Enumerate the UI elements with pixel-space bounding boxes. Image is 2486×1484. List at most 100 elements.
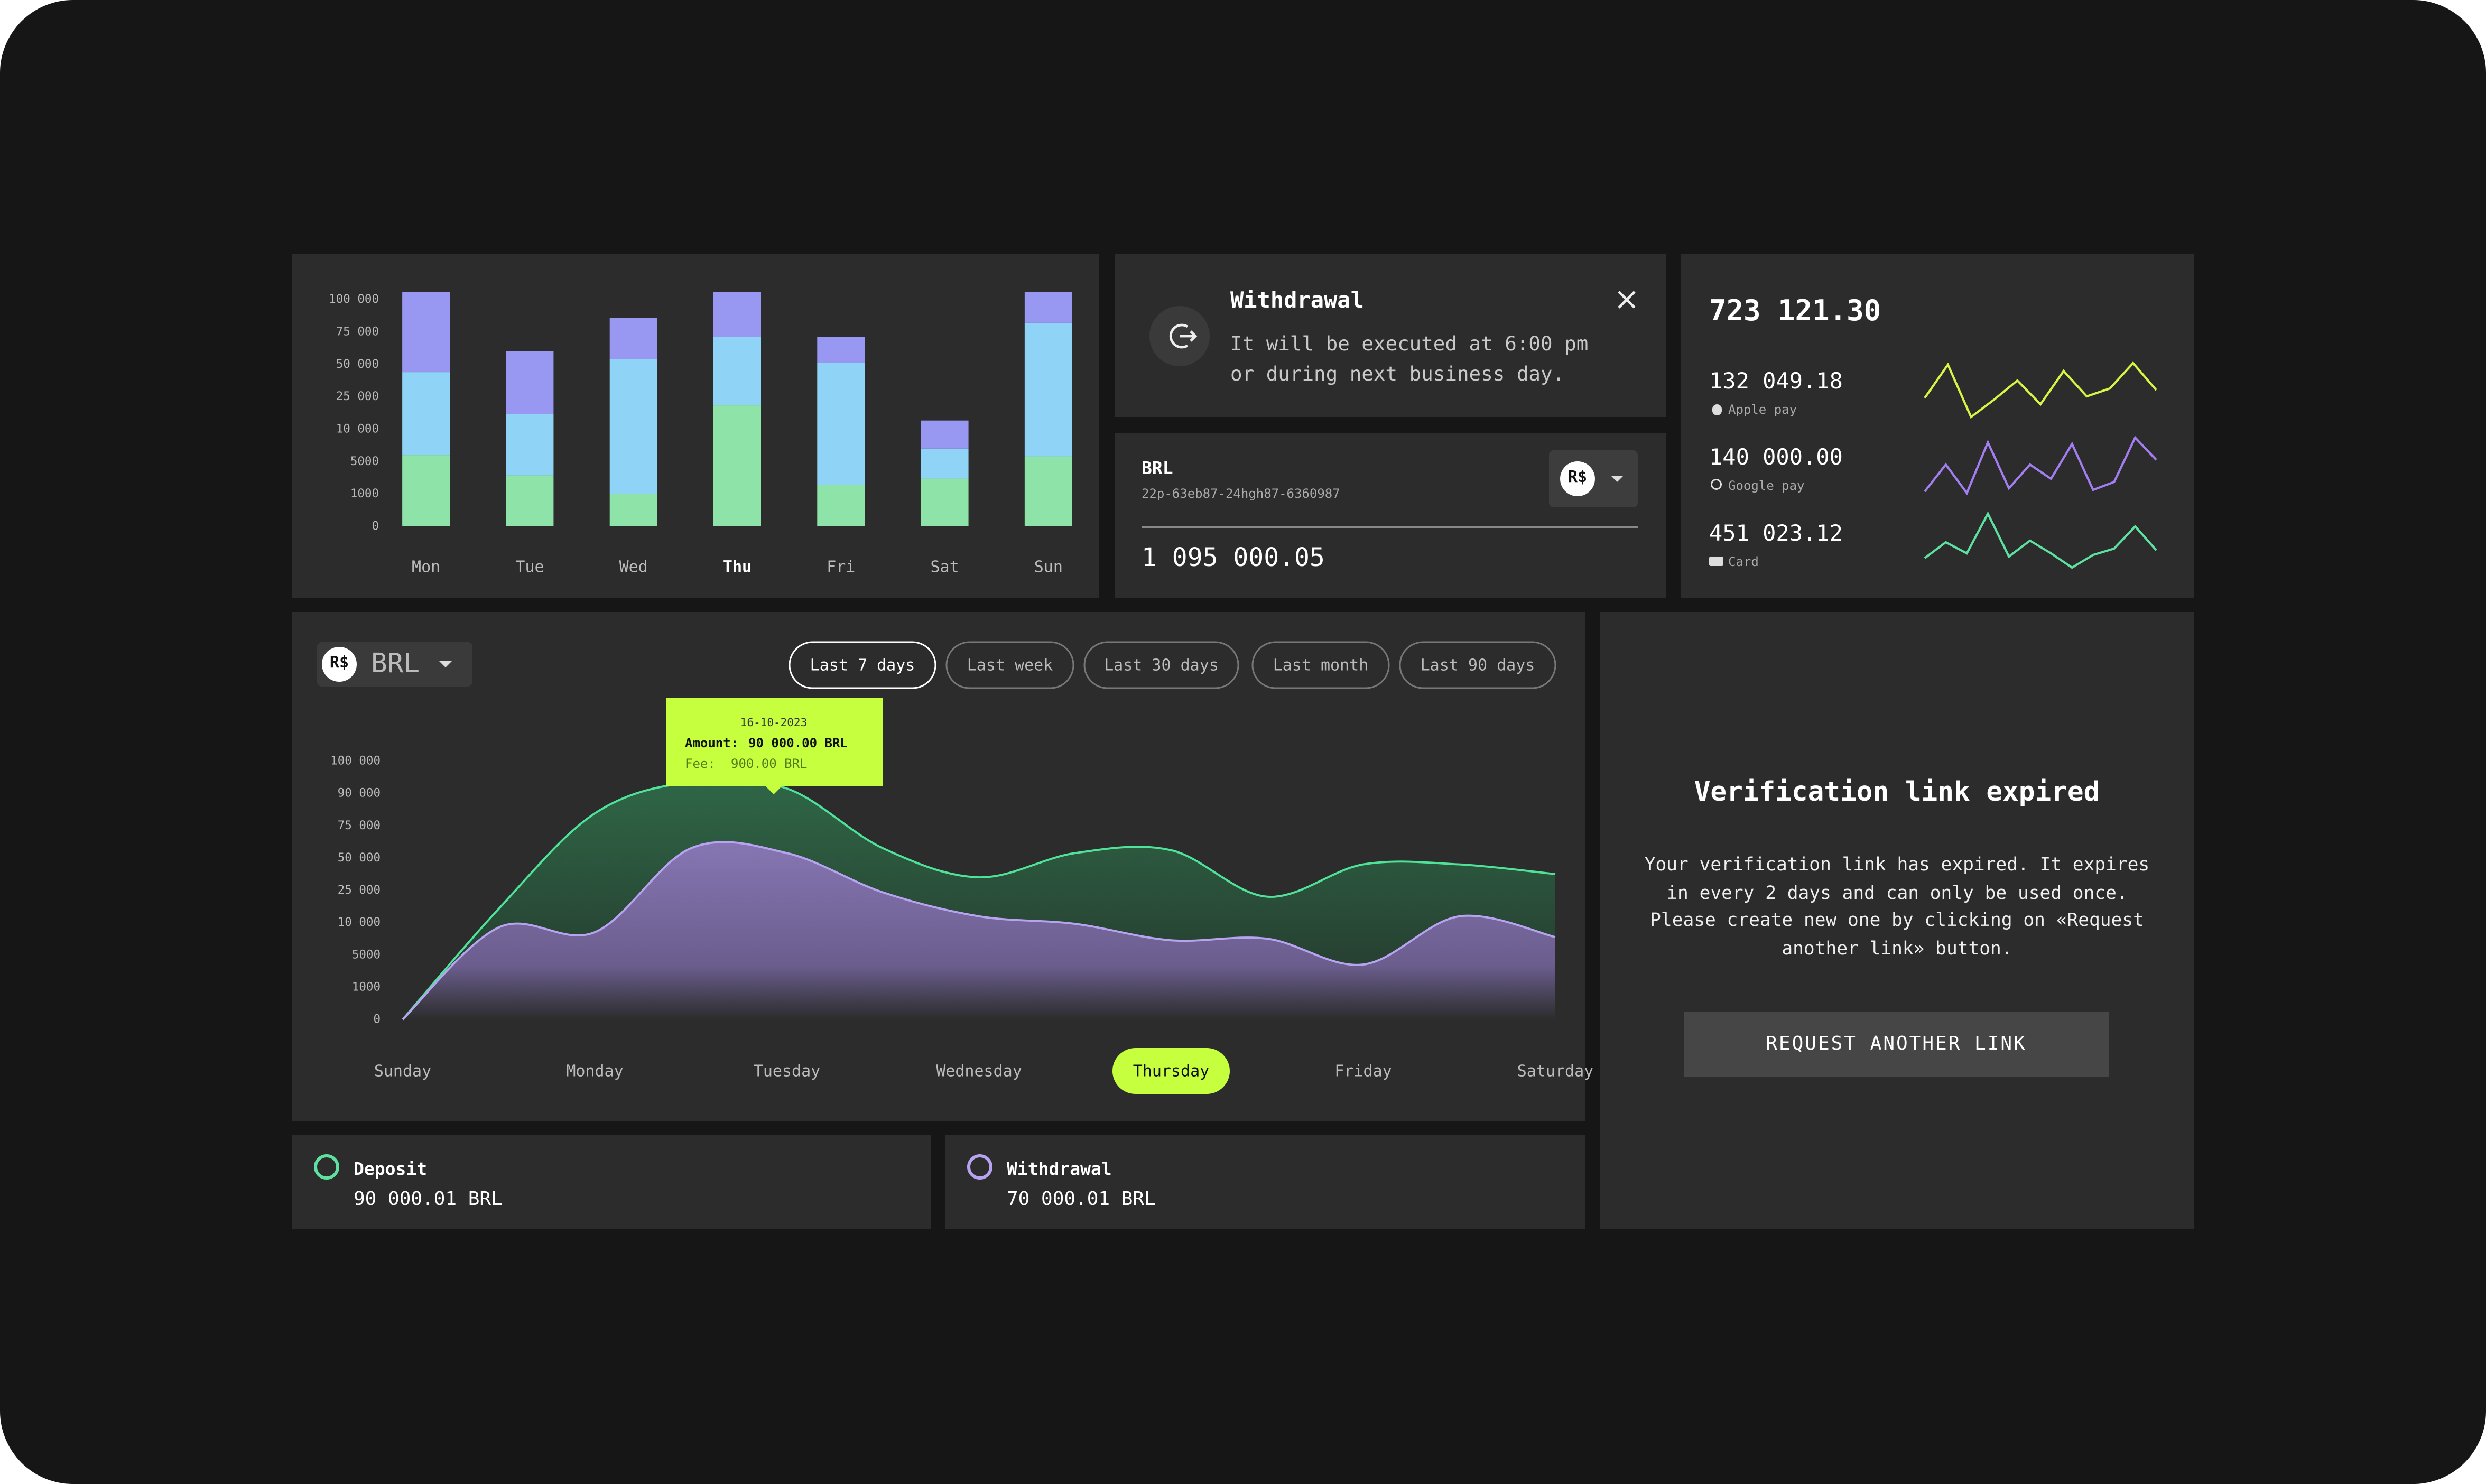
- area-line: [402, 778, 1556, 1021]
- request-link-button[interactable]: REQUEST ANOTHER LINK: [1684, 1012, 2109, 1077]
- transfer-reference: 22p-63eb87-24hgh87-6360987: [1142, 487, 1340, 501]
- bar-segment: [506, 475, 554, 526]
- y-tick-label: 50 000: [336, 357, 379, 371]
- transfer-card: BRL 22p-63eb87-24hgh87-6360987 R$ 1 095 …: [1115, 433, 1666, 598]
- method-label: Google pay: [1728, 479, 1805, 493]
- method-amount: 140 000.00: [1709, 446, 1843, 471]
- sparkline: [1924, 435, 2157, 496]
- method-amount: 451 023.12: [1709, 522, 1843, 547]
- withdrawal-icon: [967, 1154, 992, 1180]
- bar-segment: [506, 351, 554, 414]
- tooltip-pointer: [766, 786, 782, 794]
- bar-segment: [713, 292, 761, 337]
- y-tick-label: 100 000: [330, 754, 381, 768]
- filter-button[interactable]: [789, 641, 936, 689]
- tooltip-label: Fee:: [685, 756, 716, 771]
- filter-label: Last 90 days: [1421, 656, 1535, 675]
- total-label: Withdrawal: [1007, 1159, 1112, 1180]
- y-tick-label: 75 000: [338, 819, 381, 832]
- bar-segment: [506, 414, 554, 476]
- total-amount: 90 000.01 BRL: [354, 1188, 503, 1210]
- tooltip-box: [666, 698, 883, 786]
- bar-segment: [1024, 322, 1072, 457]
- tooltip-value: 90 000.00 BRL: [748, 736, 848, 750]
- area-fill: [403, 842, 1555, 1019]
- notice-message: It will be executed at 6:00 pm or during…: [1230, 331, 1589, 385]
- bar-segment: [609, 359, 657, 494]
- tooltip-date: 16-10-2023: [740, 716, 807, 729]
- x-tick-label: Tue: [515, 558, 544, 577]
- tooltip-value: 900.00 BRL: [731, 756, 808, 771]
- bar-segment: [1024, 292, 1072, 323]
- filter-label: Last 30 days: [1104, 656, 1219, 675]
- bar-segment: [817, 363, 865, 485]
- y-tick-label: 0: [373, 1013, 381, 1026]
- x-tick-label: Monday: [566, 1062, 623, 1081]
- x-tick-label: Wed: [619, 558, 648, 577]
- filter-label: Last 7 days: [810, 656, 915, 675]
- bar-segment: [817, 337, 865, 363]
- currency-code: BRL: [371, 648, 420, 680]
- x-tick-label: Mon: [412, 558, 440, 577]
- y-tick-label: 90 000: [338, 786, 381, 800]
- highlight-pill: [1112, 1048, 1230, 1094]
- close-button[interactable]: [1618, 291, 1636, 309]
- google-icon: [1711, 479, 1722, 490]
- caret: [439, 661, 452, 667]
- method-amount: 132 049.18: [1709, 369, 1843, 395]
- x-tick-label: Fri: [827, 558, 855, 577]
- notice-title: Withdrawal: [1230, 289, 1364, 314]
- y-tick-label: 1000: [350, 487, 379, 500]
- filter-button[interactable]: [1251, 641, 1390, 689]
- method-label: Card: [1728, 555, 1759, 569]
- transfer-amount: 1 095 000.05: [1142, 542, 1325, 572]
- x-tick-label: Sat: [930, 558, 959, 577]
- bar-segment: [402, 372, 450, 456]
- sparkline: [1924, 511, 2157, 569]
- total-amount: 70 000.01 BRL: [1007, 1188, 1156, 1210]
- card-icon: [1709, 556, 1723, 566]
- bar-segment: [1024, 456, 1072, 526]
- filter-label: Last week: [967, 656, 1053, 675]
- x-tick-label: Tuesday: [754, 1062, 820, 1081]
- divider: [1142, 526, 1638, 528]
- filter-button[interactable]: [1399, 641, 1556, 689]
- bar-segment: [921, 420, 969, 449]
- bar-segment: [402, 455, 450, 526]
- withdrawal-glyph: [1169, 323, 1198, 349]
- y-tick-label: 25 000: [336, 389, 379, 403]
- bar-segment: [609, 494, 657, 526]
- balance-panel: 723 121.30 132 049.18 Apple pay 140 000.…: [1681, 254, 2194, 598]
- currency-symbol: R$: [322, 647, 357, 682]
- bar-segment: [921, 478, 969, 526]
- bar-segment: [609, 318, 657, 359]
- sparkline: [1924, 361, 2157, 419]
- withdrawal-total: Withdrawal 70 000.01 BRL: [945, 1135, 1585, 1229]
- x-tick-label: Sunday: [374, 1062, 431, 1081]
- caret: [1611, 476, 1624, 482]
- y-tick-label: 5000: [350, 455, 379, 468]
- transfer-currency: BRL: [1142, 458, 1173, 479]
- total-label: Deposit: [354, 1159, 428, 1180]
- filter-button[interactable]: [945, 641, 1074, 689]
- x-tick-label: Wednesday: [936, 1062, 1022, 1081]
- area-line: [402, 841, 1556, 1021]
- bar-segment: [402, 292, 450, 373]
- y-tick-label: 10 000: [336, 422, 379, 436]
- filter-label: Last month: [1273, 656, 1369, 675]
- y-tick-label: 50 000: [338, 851, 381, 865]
- verification-title: Verification link expired: [1694, 777, 2100, 809]
- filter-button[interactable]: [1083, 641, 1239, 689]
- deposit-icon: [314, 1154, 339, 1180]
- x-tick-label: Thursday: [1133, 1062, 1210, 1081]
- method-label: Apple pay: [1728, 403, 1797, 417]
- tooltip-label: Amount:: [685, 736, 738, 750]
- x-tick-label: Friday: [1334, 1062, 1392, 1081]
- balance-total: 723 121.30: [1709, 295, 1881, 328]
- bar-segment: [713, 405, 761, 526]
- x-tick-label: Saturday: [1517, 1062, 1594, 1081]
- x-tick-label: Thu: [723, 558, 752, 577]
